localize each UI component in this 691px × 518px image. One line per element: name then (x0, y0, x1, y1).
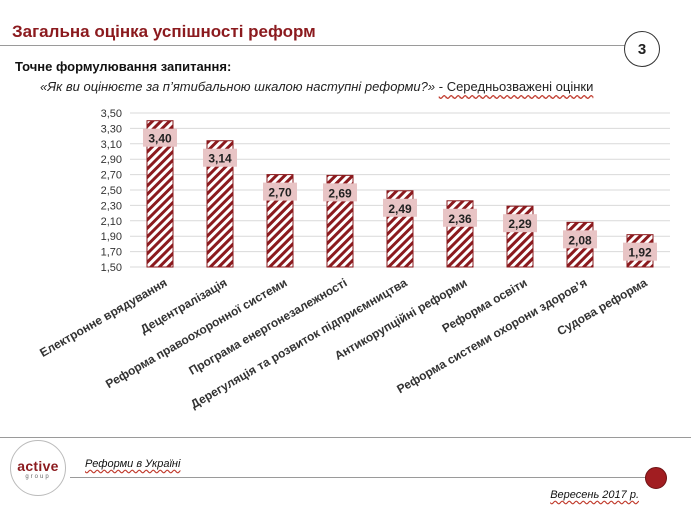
y-tick-label: 2,30 (101, 200, 122, 212)
data-label-box (143, 128, 177, 147)
footer-dot-icon (645, 467, 667, 489)
data-label-box (443, 208, 477, 227)
footer-line (70, 477, 646, 478)
active-group-logo: active group (10, 440, 66, 496)
x-axis-labels: Електронне врядуванняДецентралізаціяРефо… (37, 275, 649, 411)
data-label-box (503, 214, 537, 233)
y-tick-label: 1,90 (101, 231, 122, 243)
data-label: 3,40 (148, 132, 172, 146)
y-tick-label: 3,30 (101, 123, 122, 135)
logo-subtext: group (25, 474, 51, 480)
question-text: «Як ви оцінюєте за п’ятибальною шкалою н… (40, 79, 436, 94)
data-label: 3,14 (208, 152, 232, 166)
y-tick-label: 2,10 (101, 216, 122, 228)
y-tick-label: 1,70 (101, 247, 122, 259)
data-label-box (323, 183, 357, 202)
slide-title: Загальна оцінка успішності реформ (12, 22, 316, 41)
data-label-box (383, 198, 417, 217)
page-number: 3 (637, 40, 647, 58)
data-labels: 3,40 3,14 2,70 2,69 2,49 2,36 2,29 2,08 1,92 (143, 128, 657, 261)
footer-date: Вересень 2017 р. (550, 489, 639, 501)
question-note: - Середньозважені оцінки (438, 79, 594, 94)
page-number-badge: 3 (624, 31, 660, 67)
data-label: 2,69 (328, 186, 352, 200)
x-tick-label: Дерегуляція та розвиток підприємництва (188, 275, 410, 411)
data-label-box (563, 230, 597, 249)
footer-divider (0, 437, 691, 438)
footer-series-name: Реформи в Україні (85, 458, 181, 470)
logo-text: active (17, 458, 59, 474)
bar-chart: 1,50 1,70 1,90 2,10 2,30 2,50 2,70 2,90 3,10 3,30… (37, 108, 670, 411)
data-label-box (263, 182, 297, 201)
y-tick-label: 3,10 (101, 139, 122, 151)
y-tick-label: 2,70 (101, 170, 122, 182)
y-tick-label: 2,50 (101, 185, 122, 197)
question-line: «Як ви оцінюєте за п’ятибальною шкалою н… (40, 79, 593, 94)
question-heading: Точне формулювання запитання: (15, 59, 232, 74)
data-label: 2,36 (448, 212, 472, 226)
data-label: 2,29 (508, 217, 532, 231)
data-label: 2,08 (568, 233, 592, 247)
data-label: 2,70 (268, 186, 292, 200)
data-label-box (203, 148, 237, 167)
y-tick-label: 3,50 (101, 108, 122, 120)
title-divider (0, 45, 628, 46)
data-label: 1,92 (628, 246, 652, 260)
data-label: 2,49 (388, 202, 412, 216)
data-label-box (623, 242, 657, 261)
y-tick-label: 2,90 (101, 154, 122, 166)
y-tick-label: 1,50 (101, 262, 122, 274)
y-axis-ticks: 1,50 1,70 1,90 2,10 2,30 2,50 2,70 2,90 3,10 3,30… (101, 108, 122, 274)
